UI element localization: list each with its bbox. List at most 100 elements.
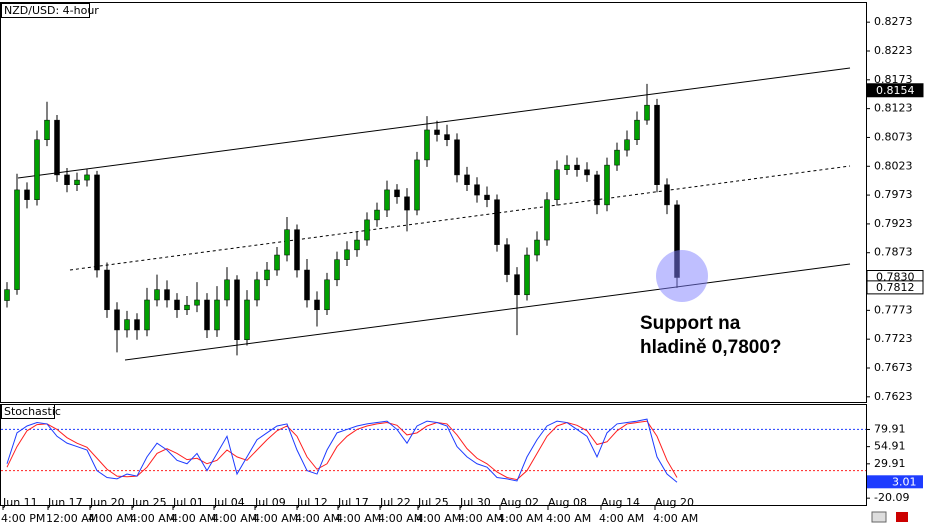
candle-body — [524, 254, 530, 296]
y-tick-label: 79.91 — [874, 422, 906, 435]
candle-body — [554, 169, 560, 200]
x-tick-label: Jun 17 — [47, 496, 83, 509]
x-tick-label: 4:00 AM — [599, 512, 644, 525]
candle-body — [54, 119, 60, 176]
y-tick-label: 0.7723 — [874, 332, 913, 345]
x-tick-label: 4:00 AM — [171, 512, 216, 525]
candle-body — [614, 149, 620, 166]
x-tick-label: 4:00 AM — [295, 512, 340, 525]
candle-body — [94, 174, 100, 271]
stochastic-panel — [0, 404, 867, 506]
x-tick-label: 4:00 AM — [546, 512, 591, 525]
x-tick-label: 4:00 AM — [212, 512, 257, 525]
candle-body — [494, 199, 500, 245]
upper-channel-line — [17, 67, 851, 179]
x-tick-label: Jun 20 — [89, 496, 125, 509]
shift-icon[interactable] — [896, 512, 908, 522]
candle-body — [154, 289, 160, 301]
candle-body — [314, 299, 320, 311]
candle-body — [324, 279, 330, 311]
x-tick-label: 4:00 PM — [1, 512, 45, 525]
candle-body — [354, 239, 360, 251]
y-tick-label: 0.7973 — [874, 188, 913, 201]
x-tick-label: Jun 25 — [131, 496, 167, 509]
price-panel — [0, 2, 867, 403]
indicator-title: Stochastic — [4, 405, 61, 418]
candle-body — [44, 119, 50, 141]
y-tick-label: 0.8273 — [874, 15, 913, 28]
stochastic-line — [6, 420, 678, 481]
candle-body — [504, 244, 510, 275]
candle-body — [464, 174, 470, 185]
x-tick-label: 4:00 AM — [458, 512, 503, 525]
candle-body — [434, 129, 440, 135]
value-marker — [867, 475, 923, 489]
candle-body — [514, 274, 520, 296]
x-tick-label: 4:00 AM — [336, 512, 381, 525]
candle-body — [624, 139, 630, 151]
candle-body — [214, 299, 220, 331]
x-tick-label: Jul 09 — [254, 496, 286, 509]
candle-body — [584, 169, 590, 176]
x-tick-label: Jul 01 — [172, 496, 204, 509]
candle-body — [264, 269, 270, 281]
candle-body — [254, 279, 260, 301]
candle-body — [274, 254, 280, 271]
price-marker — [866, 280, 924, 295]
candle-body — [404, 196, 410, 211]
candle-body — [334, 259, 340, 281]
candle-body — [164, 289, 170, 301]
x-tick-label: Aug 08 — [548, 496, 587, 509]
candle-body — [64, 174, 70, 185]
y-tick-label: 0.8173 — [874, 73, 913, 86]
candle-body — [444, 134, 450, 141]
candle-body — [364, 219, 370, 241]
candle-body — [574, 164, 580, 170]
stochastic-line — [6, 418, 678, 483]
candle-body — [344, 249, 350, 260]
price-marker-label: 0.8154 — [876, 84, 915, 97]
y-tick-label: 0.7623 — [874, 390, 913, 403]
price-marker-label: 0.7830 — [876, 271, 915, 284]
x-tick-label: Jul 25 — [417, 496, 449, 509]
annotation: Support na — [640, 313, 741, 334]
candle-body — [174, 299, 180, 311]
candle-body — [124, 319, 130, 331]
annotation: hladině 0,7800? — [640, 337, 782, 358]
y-tick-label: 0.8223 — [874, 44, 913, 57]
candle-body — [84, 174, 90, 181]
scroll-icon[interactable] — [871, 511, 887, 523]
candle-body — [204, 299, 210, 331]
x-tick-label: Jul 17 — [337, 496, 369, 509]
y-tick-label: 0.7673 — [874, 361, 913, 374]
candle-body — [474, 184, 480, 196]
candle-body — [534, 239, 540, 256]
candle-body — [14, 189, 20, 290]
candle-body — [224, 279, 230, 301]
candle-body — [594, 174, 600, 206]
candle-body — [454, 139, 460, 176]
y-tick-label: 0.7923 — [874, 217, 913, 230]
candle-body — [194, 299, 200, 306]
candle-body — [394, 189, 400, 198]
y-tick-label: 54.91 — [874, 440, 906, 453]
indicator-title-box — [1, 404, 55, 419]
x-tick-label: Aug 14 — [601, 496, 640, 509]
candle-body — [234, 279, 240, 341]
candle-body — [294, 229, 300, 271]
x-tick-label: 4:00 AM — [498, 512, 543, 525]
y-tick-label: 0.8123 — [874, 102, 913, 115]
candle-body — [74, 179, 80, 185]
x-tick-label: Jul 30 — [459, 496, 491, 509]
price-marker-label: 0.7812 — [876, 281, 915, 294]
x-tick-label: 4:00 AM — [378, 512, 423, 525]
candle-body — [104, 269, 110, 311]
x-tick-label: 4:00 AM — [88, 512, 133, 525]
candle-body — [34, 139, 40, 200]
candle-body — [184, 304, 190, 311]
price-marker — [866, 83, 924, 98]
candle-body — [304, 269, 310, 301]
y-tick-label: 29.91 — [874, 457, 906, 470]
y-tick-label: 0.8073 — [874, 130, 913, 143]
